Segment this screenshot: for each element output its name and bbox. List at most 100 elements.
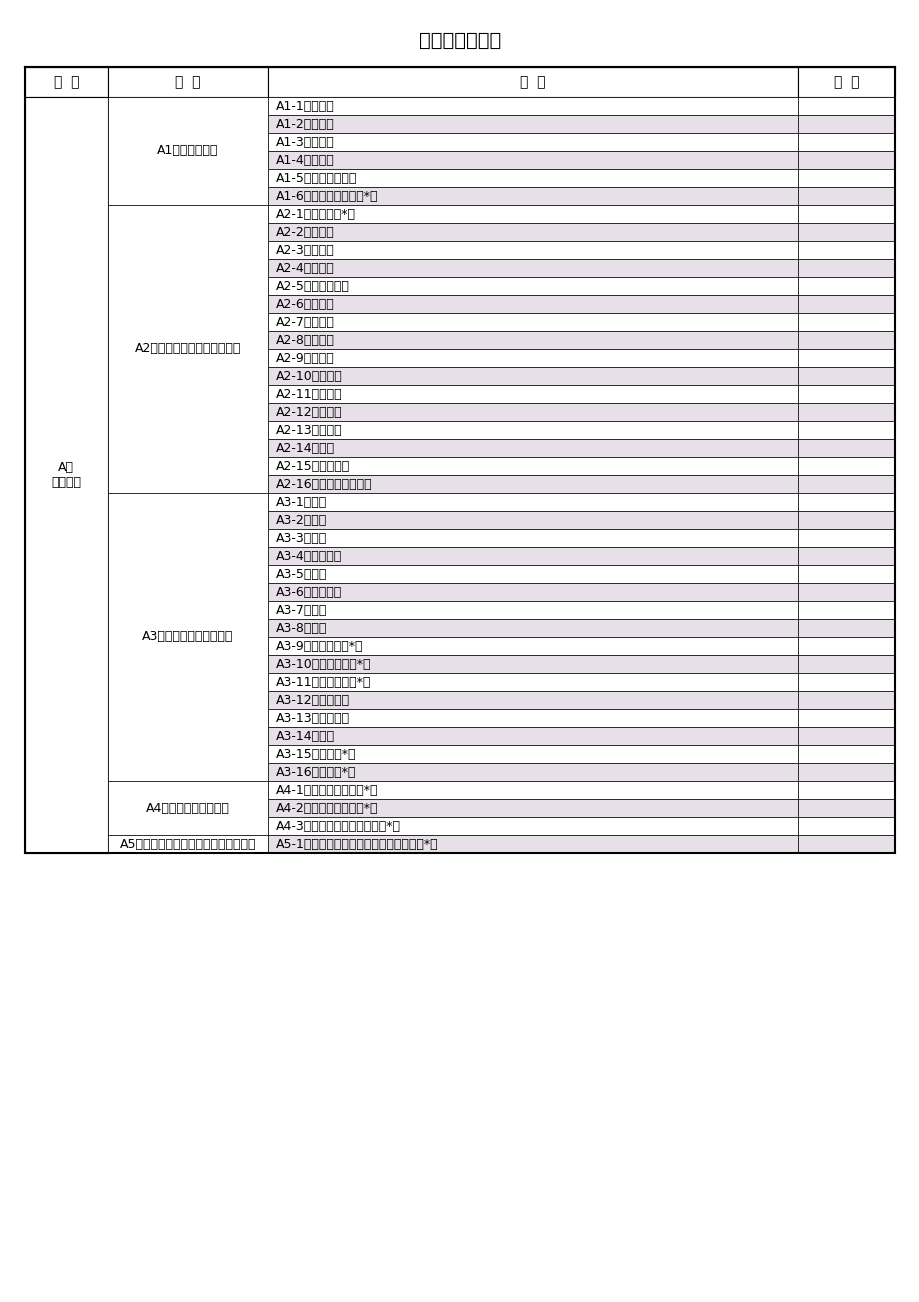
Bar [797,151,894,169]
Bar [797,169,894,187]
Bar [267,204,797,223]
Bar [797,421,894,439]
Bar [108,835,267,853]
Bar [797,655,894,673]
Bar [267,691,797,710]
Text: A2-16、打印及复印耗材: A2-16、打印及复印耗材 [276,478,372,491]
Text: A2-9、复印机: A2-9、复印机 [276,352,335,365]
Bar [797,565,894,583]
Bar [108,204,267,493]
Bar [797,799,894,816]
Bar [25,98,108,853]
Bar [797,204,894,223]
Bar [797,583,894,602]
Text: 备  注: 备 注 [833,76,858,89]
Bar [267,745,797,763]
Text: A3-5、瓷砖: A3-5、瓷砖 [276,568,327,581]
Bar [797,493,894,510]
Text: A2-5、调制解调器: A2-5、调制解调器 [276,280,349,293]
Bar [797,187,894,204]
Text: A2-7、电话机: A2-7、电话机 [276,315,335,328]
Bar [267,710,797,727]
Text: A2-14、软盘: A2-14、软盘 [276,441,335,454]
Bar [267,655,797,673]
Text: A3-4、金属材料: A3-4、金属材料 [276,549,342,562]
Bar [267,673,797,691]
Bar [108,98,267,204]
Bar [267,781,797,799]
Bar [267,169,797,187]
Text: 三  级: 三 级 [519,76,545,89]
Text: A3-9、救灾物资（*）: A3-9、救灾物资（*） [276,639,363,652]
Bar [267,602,797,618]
Bar [797,331,894,349]
Bar [797,312,894,331]
Text: A3、建材、物资及家具类: A3、建材、物资及家具类 [142,630,233,643]
Bar [797,745,894,763]
Text: A4-3、广播电视、影像设备（*）: A4-3、广播电视、影像设备（*） [276,819,401,832]
Bar [797,510,894,529]
Text: A、
政府采购: A、 政府采购 [51,461,81,490]
Bar [797,404,894,421]
Text: A3-1、水泥: A3-1、水泥 [276,496,327,509]
Bar [267,349,797,367]
Bar [267,187,797,204]
Bar [267,835,797,853]
Bar [25,66,108,98]
Bar [267,223,797,241]
Bar [267,618,797,637]
Text: A1-2、电冰箱: A1-2、电冰箱 [276,117,335,130]
Bar [797,835,894,853]
Bar [267,259,797,277]
Text: A3-13、储藏物资: A3-13、储藏物资 [276,711,350,724]
Text: A4、通信及影视设备类: A4、通信及影视设备类 [146,802,230,815]
Bar [267,367,797,385]
Text: A2-3、路由器: A2-3、路由器 [276,243,335,256]
Bar [267,547,797,565]
Bar [108,781,267,835]
Bar [797,385,894,404]
Bar [797,475,894,493]
Text: A3-7、玻璃: A3-7、玻璃 [276,604,327,617]
Text: A3-12、农用物资: A3-12、农用物资 [276,694,350,707]
Text: A3-15、服装（*）: A3-15、服装（*） [276,747,357,760]
Text: A5、信息技术、系统集成及网络工程类: A5、信息技术、系统集成及网络工程类 [119,837,255,850]
Bar [267,331,797,349]
Bar [797,367,894,385]
Text: A1-4、吸尘器: A1-4、吸尘器 [276,154,335,167]
Bar [797,781,894,799]
Bar [797,259,894,277]
Bar [797,457,894,475]
Text: A2-12、投影仪: A2-12、投影仪 [276,405,342,418]
Bar [797,529,894,547]
Bar [267,565,797,583]
Text: A3-10、防汛物资（*）: A3-10、防汛物资（*） [276,658,371,671]
Bar [797,66,894,98]
Bar [267,151,797,169]
Text: A2-1、计算机（*）: A2-1、计算机（*） [276,207,356,220]
Bar [797,816,894,835]
Bar [267,763,797,781]
Bar [267,637,797,655]
Bar [108,66,267,98]
Text: 一  级: 一 级 [53,76,79,89]
Bar [797,133,894,151]
Text: 二  级: 二 级 [175,76,200,89]
Bar [267,385,797,404]
Bar [267,493,797,510]
Text: A2-4、互换机: A2-4、互换机 [276,262,335,275]
Text: A2-15、可写光盘: A2-15、可写光盘 [276,460,350,473]
Text: A1、电器设备类: A1、电器设备类 [157,145,219,158]
Bar [797,223,894,241]
Bar [797,763,894,781]
Text: A1-6、空气调节设备（*）: A1-6、空气调节设备（*） [276,190,378,203]
Text: A3-3、板材: A3-3、板材 [276,531,327,544]
Bar [797,618,894,637]
Text: A2-6、打印机: A2-6、打印机 [276,297,335,310]
Bar [267,421,797,439]
Text: A3-8、油漆: A3-8、油漆 [276,621,327,634]
Bar [267,457,797,475]
Text: A5-1、信息技术、管理软件的开发设计（*）: A5-1、信息技术、管理软件的开发设计（*） [276,837,438,850]
Bar [267,529,797,547]
Bar [267,816,797,835]
